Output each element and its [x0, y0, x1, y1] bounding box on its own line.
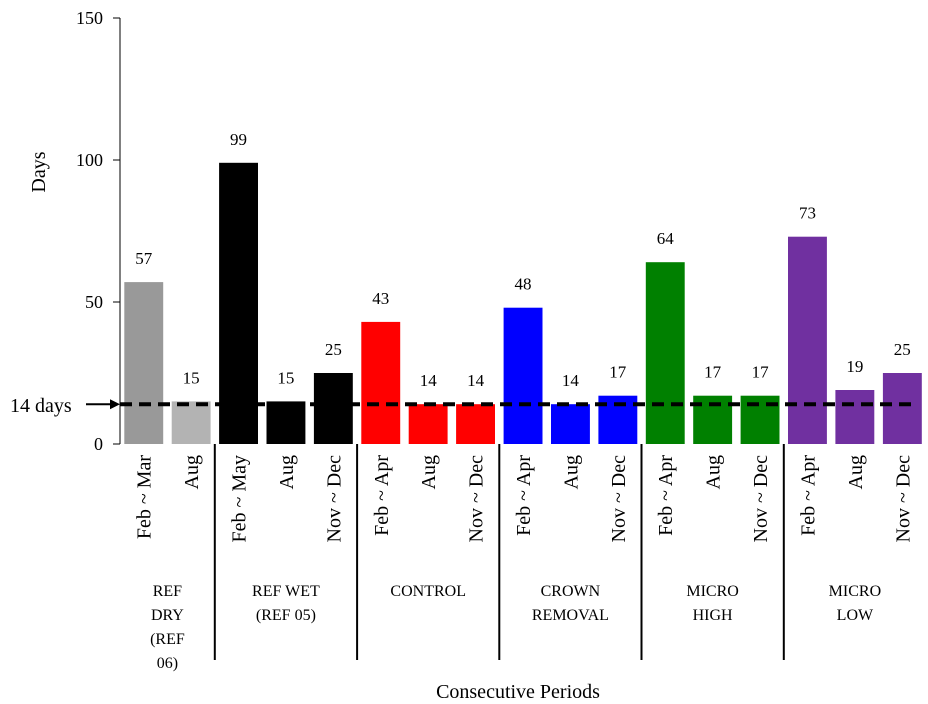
category-label: Aug [276, 455, 298, 489]
y-axis-title: Days [28, 151, 50, 192]
bar [503, 307, 543, 444]
group-label: REF WET [252, 583, 320, 600]
bar [219, 162, 258, 445]
category-label: Nov ~ Dec [608, 455, 630, 543]
reference-line-layer [86, 399, 913, 410]
category-label: Feb ~ Apr [513, 455, 535, 536]
group-label: CROWN [541, 583, 601, 600]
bar [882, 373, 922, 444]
category-label: Aug [418, 455, 440, 489]
group-label: DRY [151, 607, 184, 624]
bar [313, 373, 353, 444]
y-tick-label: 50 [85, 292, 103, 312]
text-layer: 57 Feb ~ Mar 15 Aug 99 Feb ~ May 15 Aug 25 Nov ~ … [10, 8, 914, 703]
data-label: 19 [846, 357, 863, 376]
group-label: LOW [837, 607, 874, 624]
group-label: (REF 05) [256, 607, 316, 624]
category-label: Aug [845, 455, 867, 489]
bar [408, 404, 448, 444]
bar [361, 321, 401, 444]
group-label: REMOVAL [532, 607, 609, 624]
bar [266, 401, 306, 444]
data-label: 14 [420, 371, 438, 390]
category-label: Nov ~ Dec [323, 455, 345, 543]
group-label: HIGH [693, 607, 733, 624]
group-label: (REF [150, 631, 185, 648]
data-label: 17 [752, 363, 770, 382]
bar [456, 404, 495, 444]
bar [645, 262, 685, 444]
group-label: MICRO [829, 583, 881, 600]
group-label: 06) [157, 655, 178, 672]
data-label: 48 [515, 275, 532, 294]
category-label: Feb ~ May [229, 455, 251, 542]
x-axis-title: Consecutive Periods [436, 681, 600, 703]
data-label: 14 [467, 371, 485, 390]
bar [124, 282, 164, 444]
axis-layer [113, 17, 785, 660]
category-label: Nov ~ Dec [892, 455, 914, 543]
data-label: 17 [609, 363, 627, 382]
y-tick-label: 150 [76, 8, 103, 28]
group-label: CONTROL [390, 583, 466, 600]
category-label: Nov ~ Dec [466, 455, 488, 543]
bar [788, 236, 827, 444]
data-label: 57 [135, 249, 153, 268]
bar [835, 390, 875, 444]
reference-line-label: 14 days [10, 395, 72, 417]
data-label: 15 [183, 368, 200, 387]
data-label: 43 [372, 289, 389, 308]
data-label: 99 [230, 130, 247, 149]
data-label: 15 [277, 368, 294, 387]
category-label: Aug [560, 455, 582, 489]
data-label: 73 [799, 204, 816, 223]
category-label: Aug [181, 455, 203, 489]
data-label: 25 [325, 340, 342, 359]
category-label: Feb ~ Apr [371, 455, 393, 536]
data-label: 17 [704, 363, 722, 382]
bar [171, 401, 211, 444]
category-label: Feb ~ Apr [798, 455, 820, 536]
reference-arrow-head [110, 399, 120, 410]
data-label: 14 [562, 371, 580, 390]
data-label: 64 [657, 229, 675, 248]
bar [551, 404, 590, 444]
group-label: MICRO [686, 583, 738, 600]
category-label: Feb ~ Mar [134, 455, 156, 539]
y-tick-label: 0 [94, 434, 103, 454]
data-label: 25 [894, 340, 911, 359]
y-tick-label: 100 [76, 150, 103, 170]
group-label: REF [153, 583, 182, 600]
bars-layer [124, 162, 922, 445]
category-label: Aug [703, 455, 725, 489]
category-label: Nov ~ Dec [750, 455, 772, 543]
category-label: Feb ~ Apr [655, 455, 677, 536]
